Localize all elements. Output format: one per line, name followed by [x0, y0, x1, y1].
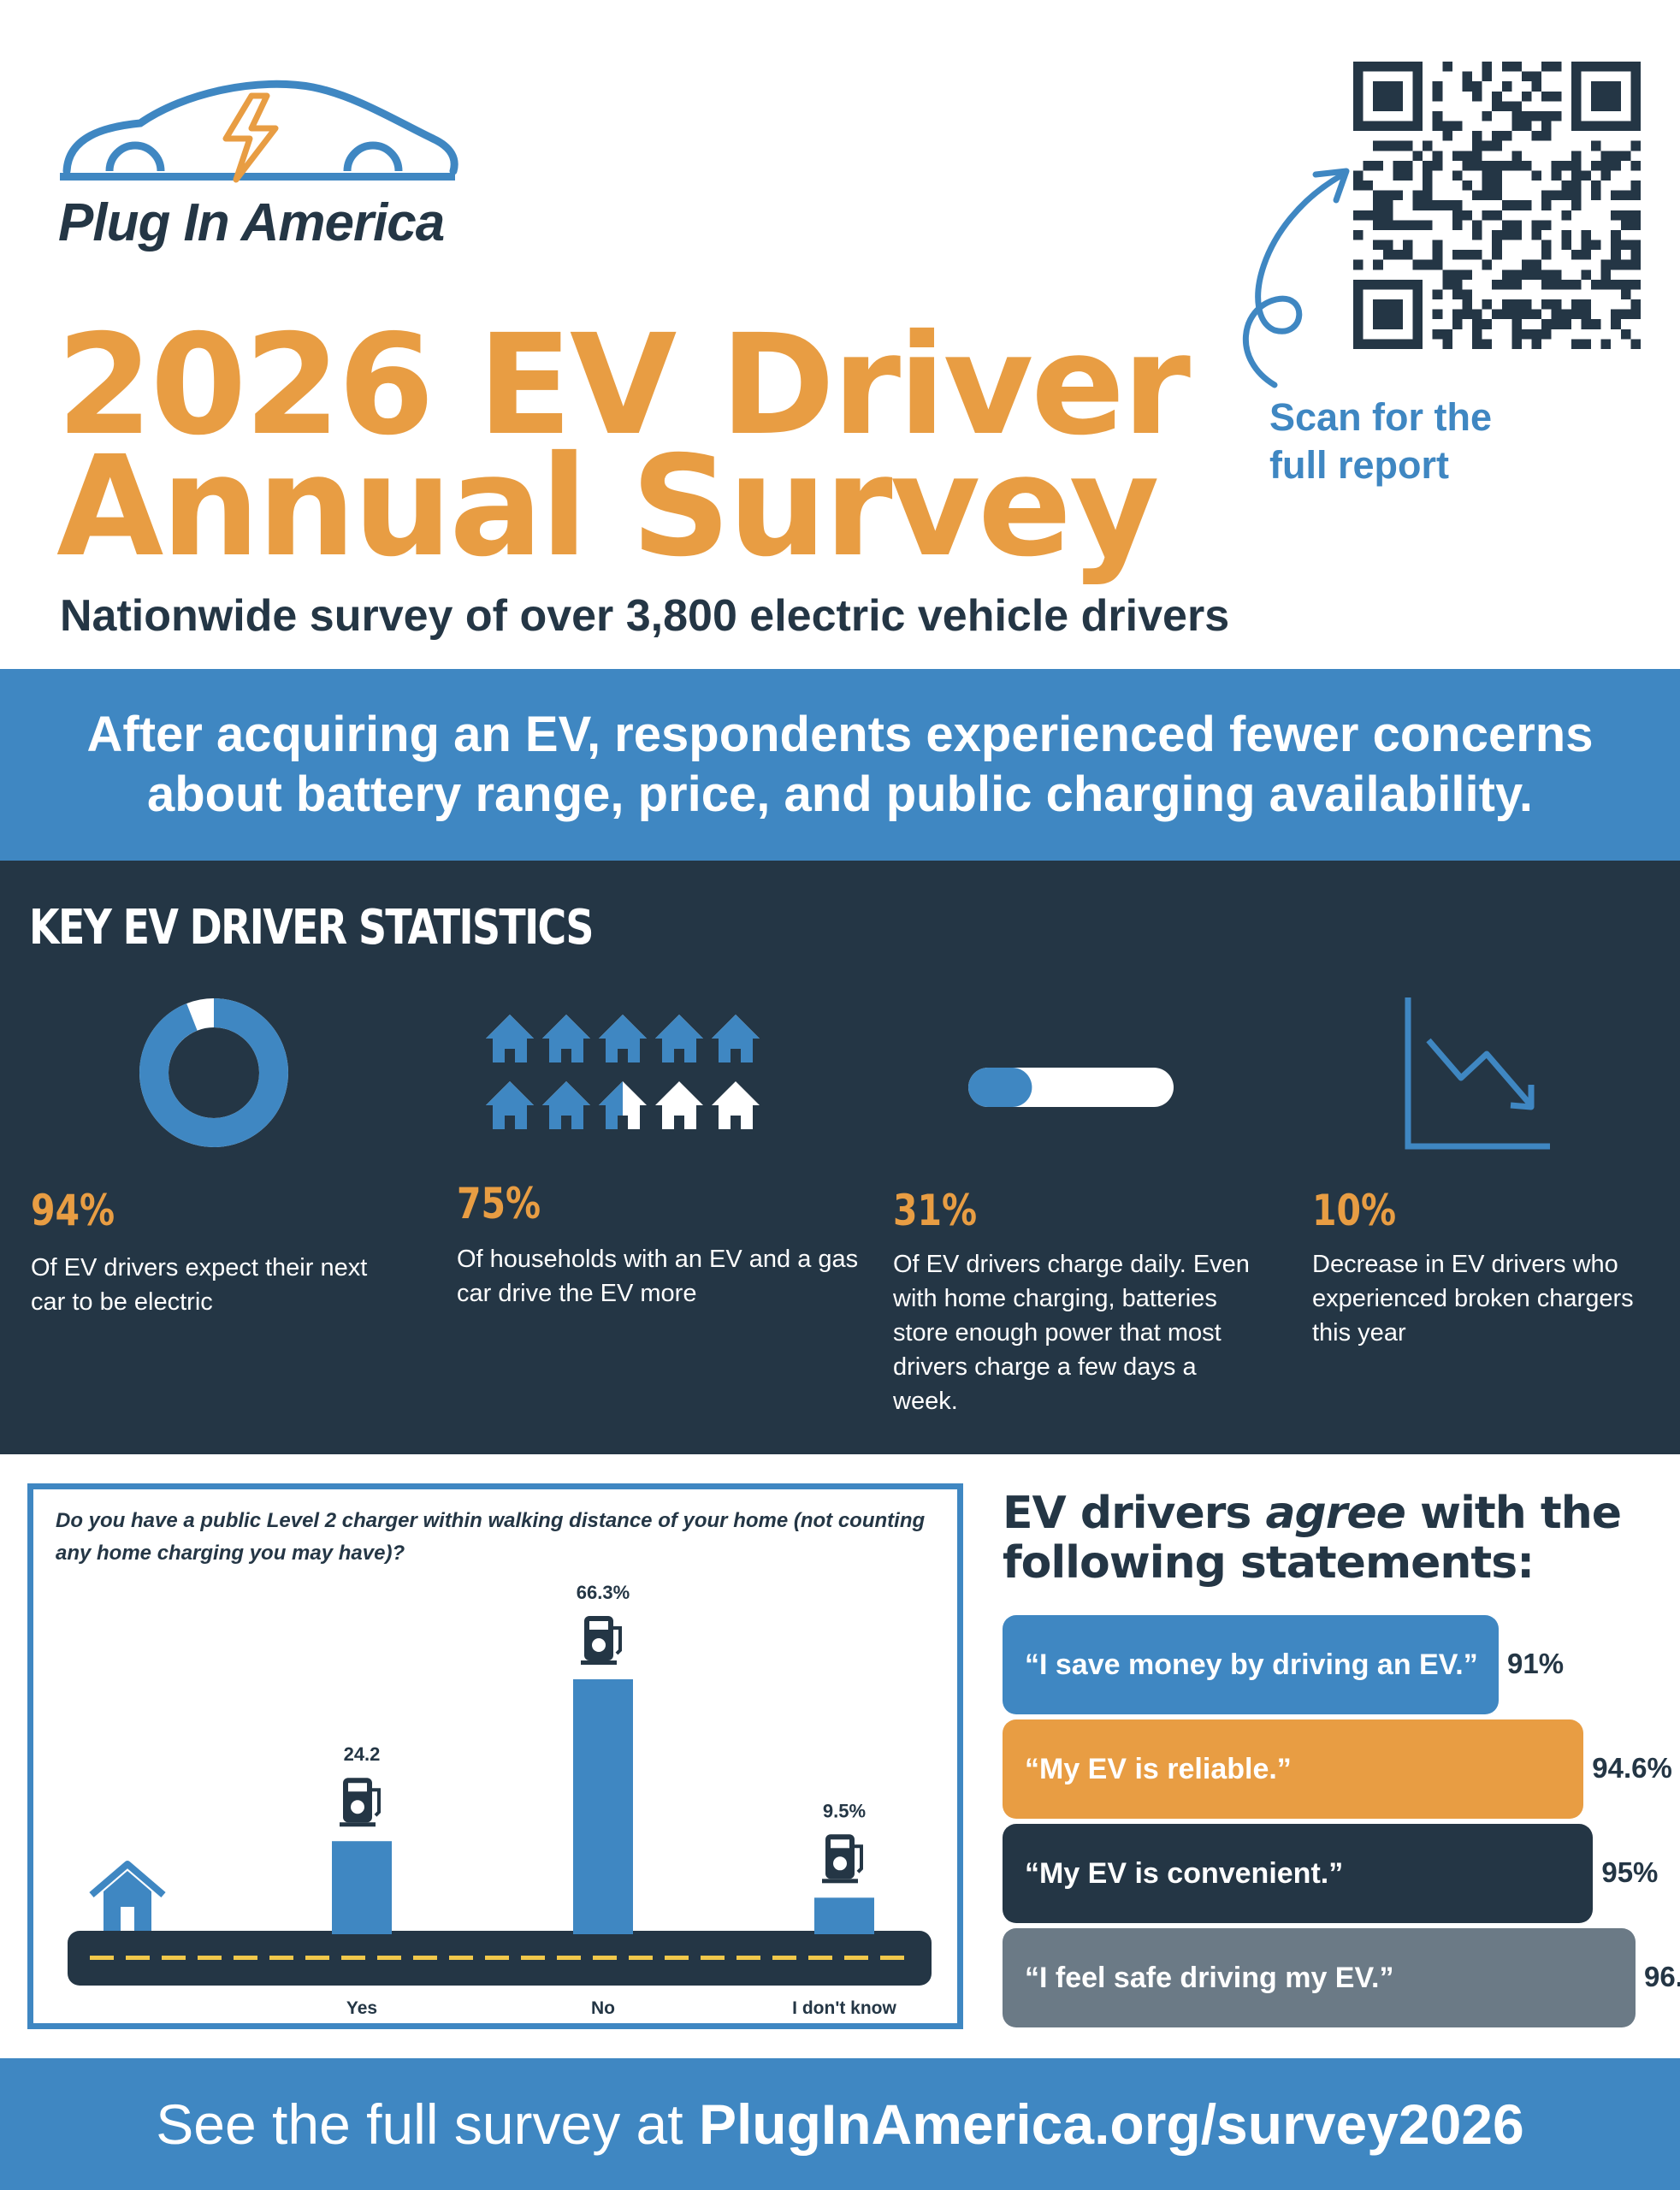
agree-statement: “My EV is convenient.” [1025, 1856, 1344, 1890]
page-subtitle: Nationwide survey of over 3,800 electric… [60, 591, 1230, 641]
scan-qr-caption: Scan for the full report [1269, 395, 1493, 487]
house-icon [599, 1081, 647, 1129]
footer-text: See the full survey at PlugInAmerica.org… [156, 2092, 1523, 2157]
stat-value-broken-chargers: 10% [1312, 1186, 1397, 1235]
house-icon [542, 1081, 590, 1129]
house-icon [712, 1015, 760, 1062]
road-marking [162, 1956, 186, 1960]
stats-heading: KEY EV DRIVER STATISTICS [29, 900, 594, 956]
houses-icon [486, 1015, 760, 1129]
category-label: Yes [346, 1998, 377, 2018]
charger-icon [581, 1616, 622, 1665]
road-marking [90, 1956, 114, 1960]
agree-percent: 96.8% [1644, 1961, 1680, 1992]
bar-2 [814, 1897, 874, 1934]
bar-value-label: 66.3% [577, 1582, 630, 1603]
agree-heading-emphasis: agree [1265, 1488, 1405, 1539]
house-icon [542, 1015, 590, 1062]
road-marking [126, 1956, 150, 1960]
road-marking [485, 1956, 509, 1960]
key-finding-text: After acquiring an EV, respondents exper… [86, 707, 1594, 822]
house-icon [599, 1015, 647, 1062]
road-marking [772, 1956, 796, 1960]
agree-bar: “I save money by driving an EV.” [1003, 1615, 1499, 1714]
bar-chart: 24.2 Yes 66.3% No 9.5% I don't know [68, 1582, 932, 2018]
agree-heading-pre: EV drivers [1003, 1488, 1266, 1539]
agree-heading: EV drivers agree with the following stat… [1003, 1489, 1653, 1588]
bar-value-label: 24.2 [344, 1743, 381, 1765]
road-marking [880, 1956, 904, 1960]
road-marking [269, 1956, 293, 1960]
trend-down-icon [1405, 997, 1550, 1150]
road-marking [593, 1956, 617, 1960]
stat-text-broken-chargers: Decrease in EV drivers who experienced b… [1312, 1251, 1634, 1347]
road-marking [198, 1956, 222, 1960]
house-icon [712, 1081, 760, 1129]
page-title-line-1: 2026 EV Driver [56, 305, 1191, 466]
house-icon [486, 1081, 534, 1129]
house-icon [655, 1015, 703, 1062]
qr-code-icon[interactable] [1353, 62, 1641, 349]
road-marking [377, 1956, 401, 1960]
stat-text-next-car-electric: Of EV drivers expect their next car to b… [31, 1254, 368, 1316]
road-marking [844, 1956, 868, 1960]
progress-bar-icon [968, 1068, 1174, 1107]
donut-chart-icon [139, 998, 288, 1147]
footer-text-pre: See the full survey at [156, 2092, 699, 2156]
category-label: I don't know [792, 1998, 896, 2018]
house-icon [89, 1861, 166, 1931]
agree-percent: 91% [1507, 1648, 1565, 1679]
agree-percent: 95% [1601, 1856, 1659, 1888]
house-icon [655, 1081, 703, 1129]
agree-statement: “I feel safe driving my EV.” [1025, 1961, 1394, 1994]
page-title-line-2: Annual Survey [56, 427, 1160, 588]
agree-statement: “My EV is reliable.” [1025, 1752, 1292, 1785]
charger-access-chart: 24.2 Yes 66.3% No 9.5% I don't know Do you ha… [27, 1483, 963, 2029]
footer-banner: See the full survey at PlugInAmerica.org… [0, 2058, 1680, 2190]
agree-statement: “I save money by driving an EV.” [1025, 1648, 1478, 1681]
stat-text-drive-ev-more: Of households with an EV and a gas car d… [457, 1246, 859, 1307]
road-marking [449, 1956, 473, 1960]
stat-value-charge-daily: 31% [893, 1186, 978, 1235]
road-marking [629, 1956, 653, 1960]
agree-bar: “My EV is reliable.” [1003, 1719, 1584, 1819]
road-marking [665, 1956, 689, 1960]
brand-name: Plug In America [58, 193, 445, 252]
key-stats-section: KEY EV DRIVER STATISTICS 94% Of EV drive… [0, 861, 1680, 1454]
chart-question: Do you have a public Level 2 charger wit… [56, 1509, 926, 1565]
road-marking [701, 1956, 725, 1960]
charger-icon [340, 1778, 381, 1827]
stat-text-charge-daily: Of EV drivers charge daily. Even with ho… [893, 1251, 1250, 1415]
road-marking [305, 1956, 329, 1960]
stat-value-drive-ev-more: 75% [457, 1179, 541, 1228]
footer-url-link[interactable]: PlugInAmerica.org/survey2026 [698, 2092, 1524, 2156]
bar-value-label: 9.5% [823, 1800, 866, 1821]
agree-percent: 94.6% [1592, 1752, 1672, 1784]
road-marking [808, 1956, 832, 1960]
category-label: No [591, 1998, 615, 2018]
curved-arrow-icon [1242, 168, 1350, 388]
bar-1 [573, 1679, 633, 1934]
key-finding-banner: After acquiring an EV, respondents exper… [0, 669, 1680, 861]
house-icon [486, 1015, 534, 1062]
road-marking [413, 1956, 437, 1960]
agree-heading-post: with the following statements: [1003, 1488, 1622, 1589]
road-marking [557, 1956, 581, 1960]
agree-bar: “My EV is convenient.” [1003, 1824, 1594, 1923]
road-marking [521, 1956, 545, 1960]
road-marking [736, 1956, 760, 1960]
road-marking [341, 1956, 365, 1960]
charger-icon [822, 1834, 863, 1884]
agree-bar: “I feel safe driving my EV.” [1003, 1928, 1636, 2027]
bar-0 [332, 1841, 392, 1934]
stat-value-next-car-electric: 94% [31, 1186, 115, 1235]
plug-in-america-logo [60, 80, 458, 183]
road-marking [234, 1956, 257, 1960]
